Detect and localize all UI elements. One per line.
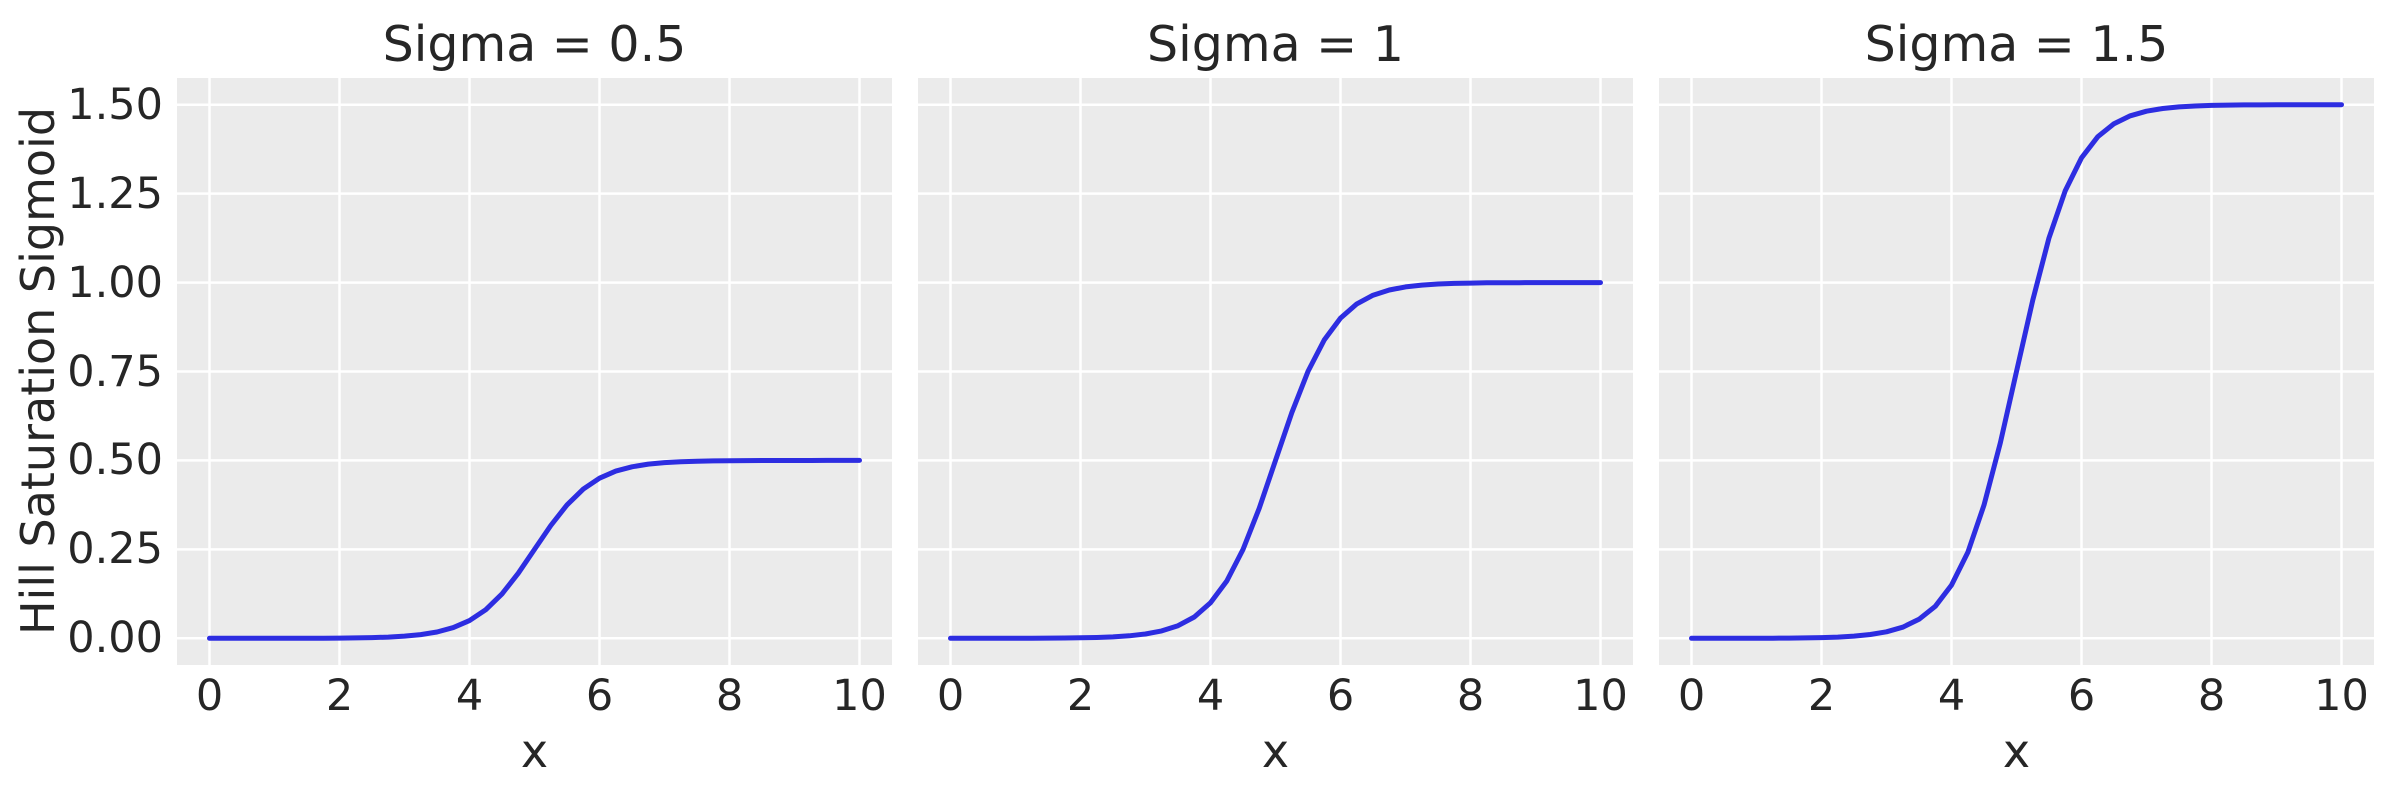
x-tick-label: 0: [936, 671, 965, 721]
y-tick-label: 0.00: [67, 613, 163, 664]
x-tick-label: 8: [2197, 671, 2226, 721]
x-axis-label: x: [2002, 724, 2031, 778]
sigmoid-chart-svg: [918, 78, 1633, 665]
x-tick-label: 10: [832, 671, 887, 721]
y-tick-label: 0.25: [67, 524, 163, 575]
x-axis-label: x: [520, 724, 549, 778]
plot-area: [1659, 78, 2374, 665]
sigmoid-curve: [207, 457, 862, 641]
y-axis-tick-labels: 0.00 0.25 0.50 0.75 1.00 1.25 1.50: [0, 0, 163, 800]
sigmoid-chart-svg: [1659, 78, 2374, 665]
x-axis-tick-labels: 0 2 4 6 8 10: [918, 674, 1633, 718]
subplot-title: Sigma = 0.5: [382, 16, 687, 73]
x-tick-label: 10: [2314, 671, 2369, 721]
x-axis-tick-labels: 0 2 4 6 8 10: [1659, 674, 2374, 718]
x-tick-label: 4: [1196, 671, 1225, 721]
x-tick-label: 4: [455, 671, 484, 721]
sigmoid-curve: [948, 280, 1603, 641]
subplot-sigma-1-5: Sigma = 1.5 0 2 4 6 8 10 x: [1659, 0, 2374, 800]
x-tick-label: 8: [715, 671, 744, 721]
x-tick-label: 6: [1326, 671, 1355, 721]
plot-area: [177, 78, 892, 665]
y-tick-label: 0.50: [67, 435, 163, 486]
x-axis-tick-labels: 0 2 4 6 8 10: [177, 674, 892, 718]
y-tick-label: 1.25: [67, 168, 163, 219]
x-tick-label: 6: [2067, 671, 2096, 721]
x-tick-label: 0: [195, 671, 224, 721]
x-tick-label: 2: [1807, 671, 1836, 721]
plot-area: [918, 78, 1633, 665]
x-tick-label: 0: [1677, 671, 1706, 721]
subplot-title: Sigma = 1.5: [1864, 16, 2169, 73]
x-tick-label: 10: [1573, 671, 1628, 721]
y-tick-label: 1.00: [67, 257, 163, 308]
x-tick-label: 4: [1937, 671, 1966, 721]
x-tick-label: 8: [1456, 671, 1485, 721]
sigmoid-chart-svg: [177, 78, 892, 665]
y-tick-label: 1.50: [67, 79, 163, 130]
subplot-title: Sigma = 1: [1147, 16, 1404, 73]
y-tick-label: 0.75: [67, 346, 163, 397]
subplot-sigma-0-5: Sigma = 0.5 0 2 4 6 8 10 x: [177, 0, 892, 800]
subplot-sigma-1: Sigma = 1 0 2 4 6 8 10 x: [918, 0, 1633, 800]
sigmoid-curve: [1689, 102, 2344, 641]
x-tick-label: 2: [325, 671, 354, 721]
x-axis-label: x: [1261, 724, 1290, 778]
x-tick-label: 6: [585, 671, 614, 721]
x-tick-label: 2: [1066, 671, 1095, 721]
